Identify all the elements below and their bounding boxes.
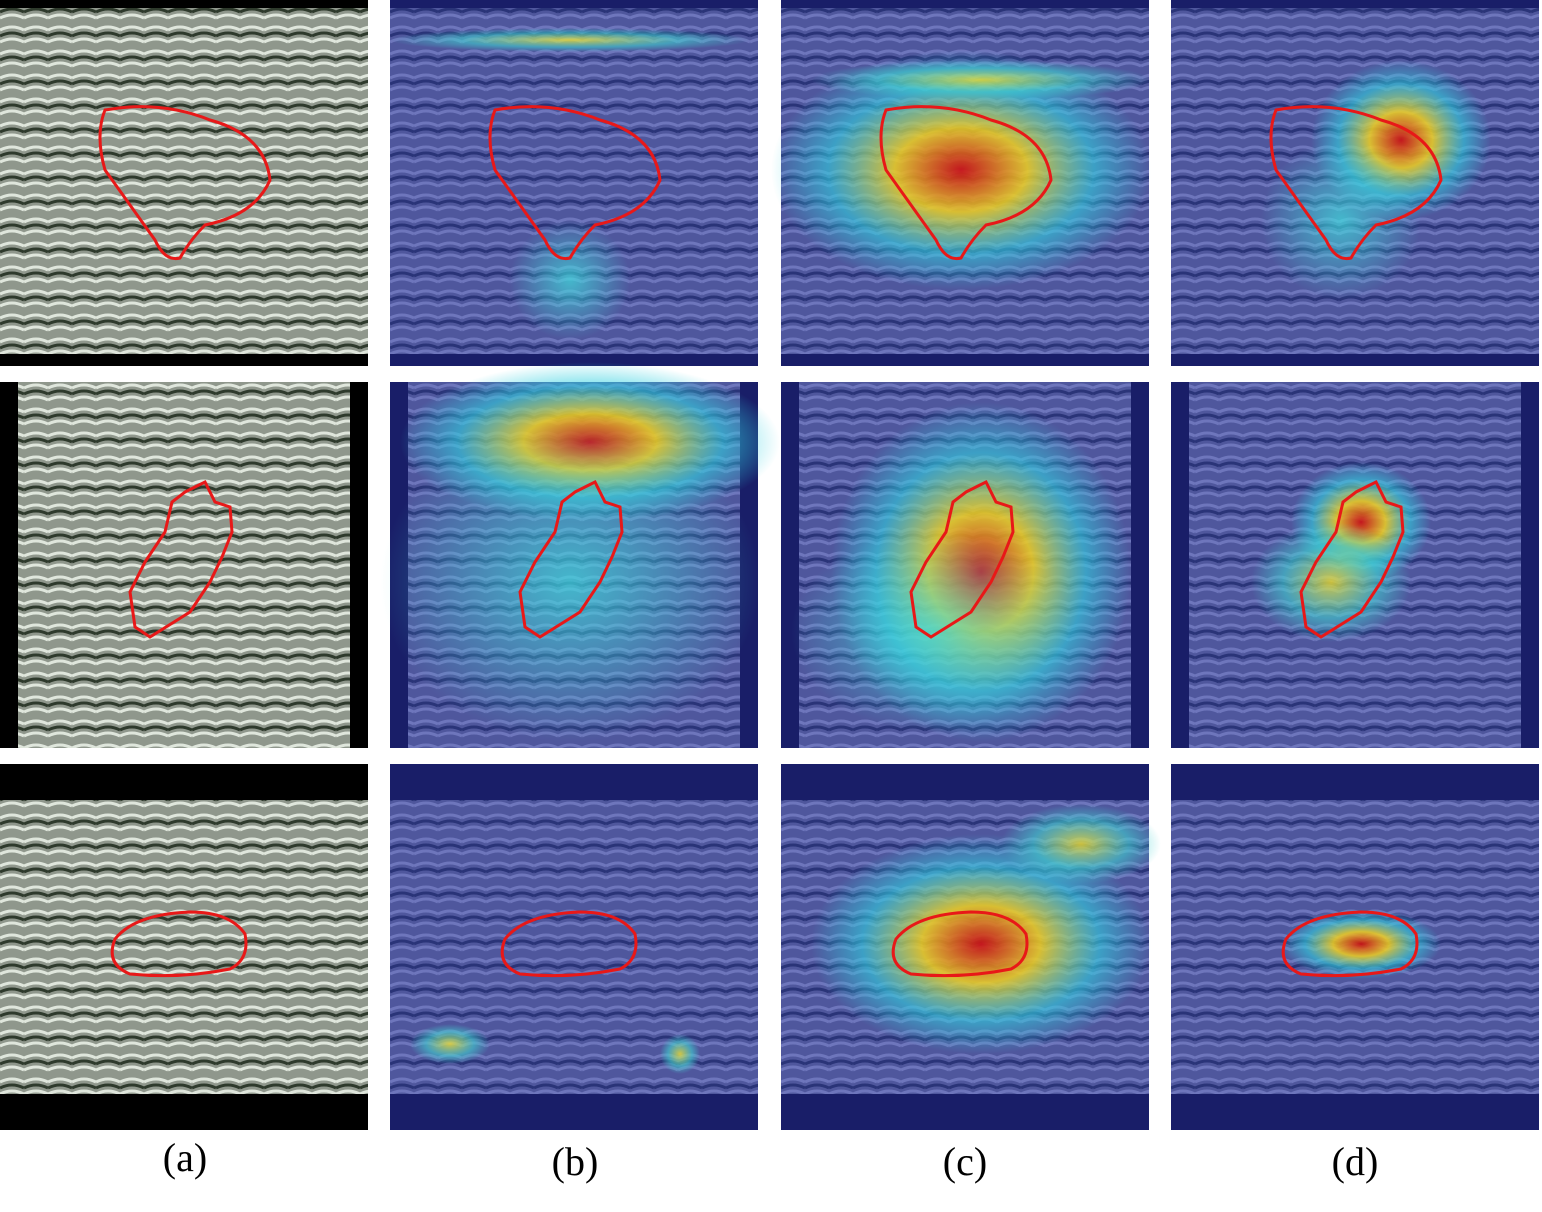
image-panel [0, 382, 368, 748]
region-contour [98, 105, 272, 261]
heatmap-blob [1281, 909, 1441, 979]
heatmap-blob [380, 422, 760, 742]
heatmap-blob [811, 834, 1151, 1054]
heatmap-blob [811, 60, 1151, 100]
image-panel [781, 764, 1161, 1130]
image-background [0, 382, 368, 748]
image-panel [781, 382, 1149, 748]
heatmap-blob [791, 532, 1071, 732]
panel-label: (b) [552, 1139, 599, 1184]
border [0, 764, 368, 800]
heatmap-blob [771, 50, 1151, 290]
heatmap-blob [390, 28, 750, 52]
region-contour [879, 105, 1053, 261]
heatmap-blob [1001, 804, 1161, 884]
region-contour [500, 910, 638, 978]
image-panel [1171, 382, 1539, 748]
heatmap-blob [1261, 140, 1421, 300]
region-contour [1299, 479, 1405, 639]
panel-label: (a) [163, 1135, 207, 1180]
border [0, 354, 368, 366]
image-panel [0, 764, 368, 1130]
region-contour [110, 910, 248, 978]
region-contour [1269, 105, 1443, 261]
heatmap-blob [660, 1034, 700, 1074]
image-panel [1171, 0, 1539, 366]
region-contour [488, 105, 662, 261]
image-panel [1171, 764, 1539, 1130]
image-background [0, 0, 368, 366]
heatmap-overlay [390, 764, 758, 1130]
heatmap-blob [410, 1024, 490, 1064]
panel-label: (d) [1332, 1139, 1379, 1184]
heatmap-blob [510, 220, 630, 340]
panel-label: (c) [943, 1139, 987, 1184]
image-panel [390, 0, 758, 366]
image-background [0, 764, 368, 1130]
region-contour [909, 479, 1015, 639]
panels [0, 0, 1539, 1130]
border [0, 382, 18, 748]
image-panel [380, 362, 780, 748]
region-contour [1281, 910, 1419, 978]
image-panel [771, 0, 1151, 366]
region-contour [891, 910, 1029, 978]
border [350, 382, 368, 748]
border [0, 1094, 368, 1130]
image-panel [390, 764, 758, 1130]
border [0, 0, 368, 8]
heatmap-blob [1251, 522, 1411, 642]
region-contour [518, 479, 624, 639]
region-contour [128, 479, 234, 639]
image-panel [0, 0, 368, 366]
